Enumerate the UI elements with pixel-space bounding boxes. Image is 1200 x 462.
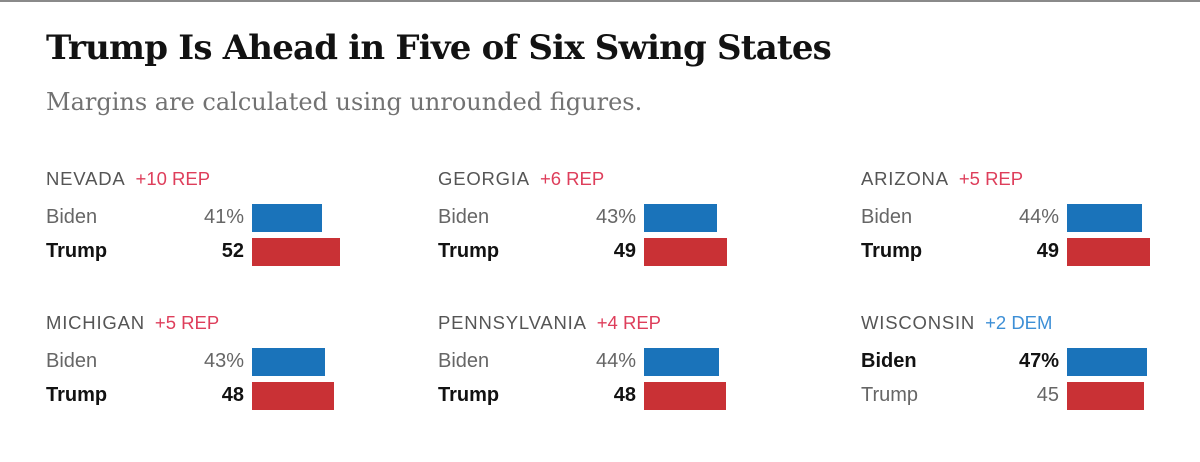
vote-share-label: 48 xyxy=(613,384,636,406)
state-name: ARIZONA xyxy=(861,168,949,189)
state-name: PENNSYLVANIA xyxy=(438,312,587,333)
state-name: GEORGIA xyxy=(438,168,530,189)
candidate-name: Biden xyxy=(46,206,98,228)
candidate-row-biden: Biden 44% xyxy=(861,204,1200,234)
candidate-name: Biden xyxy=(46,350,98,372)
candidate-name: Trump xyxy=(46,240,108,262)
vote-share-bar-dem xyxy=(644,204,717,232)
state-header: MICHIGAN +5 REP xyxy=(46,312,219,334)
state-margin: +10 REP xyxy=(135,168,211,189)
vote-share-label: 49 xyxy=(1036,240,1059,262)
vote-share-label: 48 xyxy=(221,384,244,406)
state-header: NEVADA +10 REP xyxy=(46,168,210,190)
candidate-row-biden: Biden 43% xyxy=(438,204,778,234)
candidate-name: Biden xyxy=(861,206,913,228)
candidate-name: Biden xyxy=(438,350,490,372)
state-margin: +2 DEM xyxy=(985,312,1053,333)
state-margin: +5 REP xyxy=(958,168,1024,189)
vote-share-label: 47% xyxy=(1018,350,1059,372)
state-panel-pennsylvania: PENNSYLVANIA +4 REP Biden 44% Trump 48 xyxy=(438,312,778,422)
vote-share-label: 45 xyxy=(1036,384,1059,406)
vote-share-label: 43% xyxy=(203,350,244,372)
chart-title: Trump Is Ahead in Five of Six Swing Stat… xyxy=(46,28,832,68)
state-name: NEVADA xyxy=(46,168,126,189)
state-panel-arizona: ARIZONA +5 REP Biden 44% Trump 49 xyxy=(861,168,1200,278)
state-header: PENNSYLVANIA +4 REP xyxy=(438,312,661,334)
candidate-name: Biden xyxy=(861,350,917,372)
candidate-row-biden: Biden 41% xyxy=(46,204,386,234)
state-header: GEORGIA +6 REP xyxy=(438,168,604,190)
state-panel-wisconsin: WISCONSIN +2 DEM Biden 47% Trump 45 xyxy=(861,312,1200,422)
vote-share-bar-rep xyxy=(644,238,727,266)
vote-share-label: 43% xyxy=(595,206,636,228)
candidate-row-trump: Trump 48 xyxy=(438,382,778,412)
vote-share-label: 41% xyxy=(203,206,244,228)
state-margin: +4 REP xyxy=(596,312,662,333)
vote-share-bar-dem xyxy=(644,348,719,376)
candidate-row-trump: Trump 48 xyxy=(46,382,386,412)
candidate-row-biden: Biden 43% xyxy=(46,348,386,378)
state-header: WISCONSIN +2 DEM xyxy=(861,312,1052,334)
state-margin: +5 REP xyxy=(154,312,220,333)
candidate-row-trump: Trump 49 xyxy=(861,238,1200,268)
candidate-name: Biden xyxy=(438,206,490,228)
vote-share-bar-rep xyxy=(1067,382,1144,410)
state-panel-michigan: MICHIGAN +5 REP Biden 43% Trump 48 xyxy=(46,312,386,422)
vote-share-label: 44% xyxy=(595,350,636,372)
vote-share-bar-rep xyxy=(252,238,340,266)
vote-share-label: 49 xyxy=(613,240,636,262)
state-name: MICHIGAN xyxy=(46,312,145,333)
candidate-name: Trump xyxy=(438,384,500,406)
candidate-name: Trump xyxy=(438,240,500,262)
candidate-row-biden: Biden 47% xyxy=(861,348,1200,378)
state-margin: +6 REP xyxy=(539,168,605,189)
state-name: WISCONSIN xyxy=(861,312,976,333)
vote-share-label: 52 xyxy=(221,240,244,262)
candidate-row-biden: Biden 44% xyxy=(438,348,778,378)
vote-share-bar-rep xyxy=(1067,238,1150,266)
vote-share-bar-dem xyxy=(1067,204,1142,232)
candidate-row-trump: Trump 45 xyxy=(861,382,1200,412)
vote-share-bar-dem xyxy=(1067,348,1147,376)
state-panel-georgia: GEORGIA +6 REP Biden 43% Trump 49 xyxy=(438,168,778,278)
vote-share-bar-rep xyxy=(644,382,726,410)
chart-subtitle: Margins are calculated using unrounded f… xyxy=(46,88,643,116)
vote-share-bar-dem xyxy=(252,204,322,232)
state-header: ARIZONA +5 REP xyxy=(861,168,1023,190)
vote-share-bar-rep xyxy=(252,382,334,410)
vote-share-label: 44% xyxy=(1018,206,1059,228)
candidate-row-trump: Trump 52 xyxy=(46,238,386,268)
candidate-name: Trump xyxy=(861,384,919,406)
state-panel-nevada: NEVADA +10 REP Biden 41% Trump 52 xyxy=(46,168,386,278)
candidate-name: Trump xyxy=(861,240,923,262)
candidate-row-trump: Trump 49 xyxy=(438,238,778,268)
vote-share-bar-dem xyxy=(252,348,325,376)
candidate-name: Trump xyxy=(46,384,108,406)
